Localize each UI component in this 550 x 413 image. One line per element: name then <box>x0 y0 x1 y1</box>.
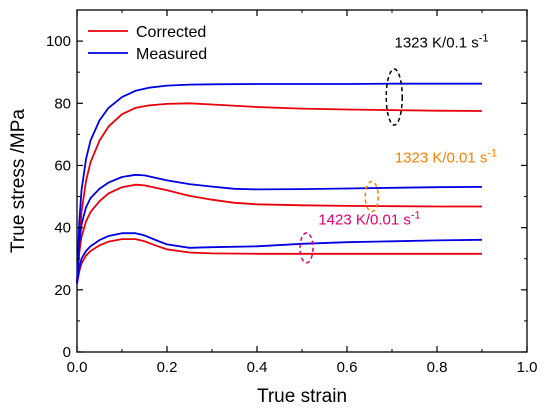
series-line-measured-1 <box>76 82 482 284</box>
y-axis-title: True stress /MPa <box>8 109 29 253</box>
series-line-corrected-0 <box>76 102 483 284</box>
legend-label-measured: Measured <box>136 46 207 63</box>
annotation-ellipse <box>364 180 379 213</box>
x-tick-label: 0.8 <box>427 359 448 376</box>
y-tick-label: 20 <box>54 282 71 299</box>
x-axis-title: True strain <box>257 386 347 407</box>
annotation-label-superscript: -1 <box>479 32 489 44</box>
annotation-label: 1323 K/0.1 s-1 <box>394 32 488 51</box>
annotation-label-main: 1323 K/0.1 s <box>394 34 478 51</box>
x-tick-label: 0.4 <box>247 359 268 376</box>
y-tick-label: 100 <box>46 33 71 50</box>
x-tick-label: 0.6 <box>337 359 358 376</box>
series-layer <box>76 82 483 284</box>
x-tick-label: 1.0 <box>517 359 538 376</box>
annotation-label-superscript: -1 <box>487 147 497 159</box>
annotation-label-main: 1423 K/0.01 s <box>318 212 411 229</box>
annotation-label: 1323 K/0.01 s-1 <box>395 147 497 166</box>
series-line-corrected-4 <box>76 238 482 284</box>
series-line-corrected-2 <box>76 183 482 284</box>
annotation-label: 1423 K/0.01 s-1 <box>318 210 420 229</box>
legend: Corrected Measured <box>88 24 207 63</box>
series-line-measured-3 <box>76 173 483 284</box>
y-tick-label: 60 <box>54 157 71 174</box>
axis-layer: 0.0 0.2 0.4 0.6 0.8 1.0 0 20 40 60 80 100 <box>46 9 538 376</box>
x-tick-label: 0.0 <box>67 359 88 376</box>
annotation-label-main: 1323 K/0.01 s <box>395 149 488 166</box>
annotation-label-superscript: -1 <box>411 210 421 222</box>
y-tick-label: 40 <box>54 220 71 237</box>
annotation-ellipse <box>299 232 314 264</box>
x-tick-label: 0.2 <box>157 359 178 376</box>
series-line-measured-5 <box>76 232 483 284</box>
annotation-ellipse <box>385 68 403 126</box>
legend-label-corrected: Corrected <box>136 24 206 41</box>
y-tick-label: 0 <box>63 344 71 361</box>
y-tick-label: 80 <box>54 95 71 112</box>
